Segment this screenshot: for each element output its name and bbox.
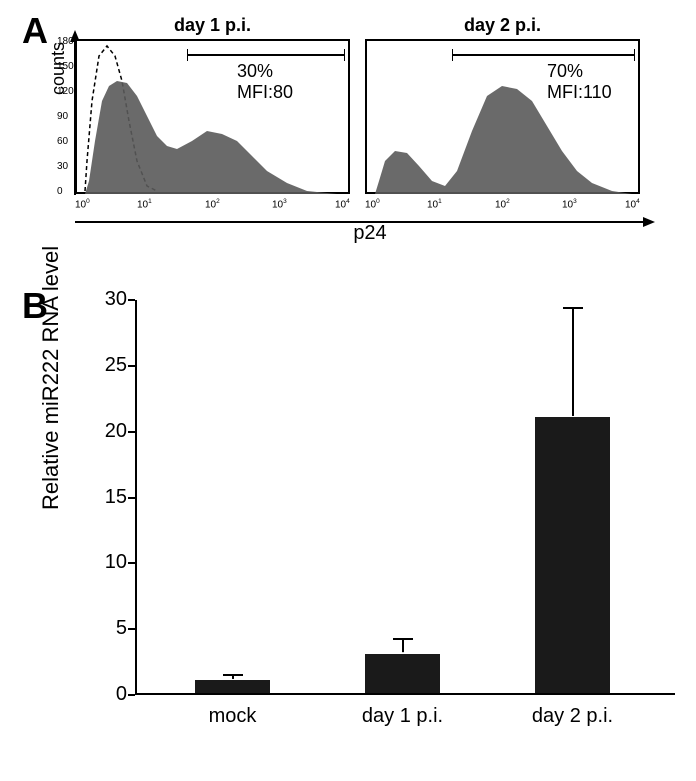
error-bar-2 [558,305,588,419]
histograms-row: day 1 p.i. 30% MFI:80 [75,15,665,194]
y-tick [128,431,135,433]
y-tick-label: 10 [105,551,127,574]
xtick: 100 [75,198,90,210]
y-tick [128,299,135,301]
y-tick-label: 5 [116,617,127,640]
histogram-day2: day 2 p.i. 70% MFI:110 100 101 102 103 [365,15,640,194]
ytick: 180 [57,36,74,47]
bar-1 [365,654,440,694]
xtick: 101 [427,198,442,210]
ytick: 0 [57,186,63,197]
xtick: 101 [137,198,152,210]
y-tick-label: 15 [105,486,127,509]
hist1-svg [77,41,352,196]
xtick: 103 [562,198,577,210]
error-bar-1 [388,636,418,655]
hist2-svg [367,41,642,196]
hist2-plot: 70% MFI:110 100 101 102 103 104 [365,39,640,194]
xtick: 102 [205,198,220,210]
panel-a-label: A [22,10,48,52]
y-tick [128,497,135,499]
y-tick-label: 0 [116,683,127,706]
x-label-1: day 1 p.i. [348,705,458,728]
bar-chart: 051015202530 [135,300,675,695]
ytick: 120 [57,86,74,97]
xtick: 104 [625,198,640,210]
y-tick-label: 20 [105,420,127,443]
panel-b-container: 051015202530 mock day 1 p.i. day 2 p.i. [35,300,675,735]
bar-2 [535,417,610,694]
y-tick [128,365,135,367]
y-tick [128,628,135,630]
panel-a-container: day 1 p.i. 30% MFI:80 [75,15,665,245]
ytick: 60 [57,136,68,147]
x-label-2: day 2 p.i. [518,705,628,728]
xtick: 103 [272,198,287,210]
x-label-0: mock [178,705,288,728]
xtick: 102 [495,198,510,210]
y-tick [128,562,135,564]
hist2-title: day 2 p.i. [365,15,640,36]
y-tick-label: 30 [105,288,127,311]
p24-axis-arrow [75,215,655,229]
y-tick-label: 25 [105,354,127,377]
xtick: 104 [335,198,350,210]
hist1-plot: 30% MFI:80 0 30 60 90 120 150 180 [75,39,350,194]
ytick: 90 [57,111,68,122]
ytick: 30 [57,161,68,172]
histogram-day1: day 1 p.i. 30% MFI:80 [75,15,350,194]
ytick: 150 [57,61,74,72]
error-bar-0 [218,672,248,682]
xtick: 100 [365,198,380,210]
hist1-title: day 1 p.i. [75,15,350,36]
y-tick [128,694,135,696]
y-axis [135,300,137,695]
